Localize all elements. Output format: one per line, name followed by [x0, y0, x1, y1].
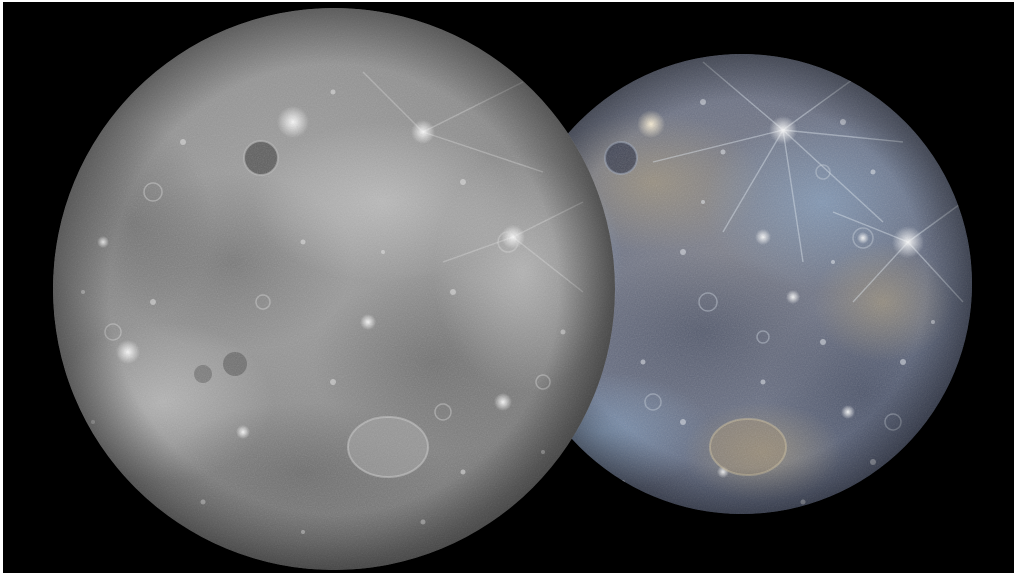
space-background — [3, 2, 1014, 573]
mercury-comparison-photo — [53, 8, 972, 570]
grayscale-mercury-disk — [53, 8, 615, 570]
